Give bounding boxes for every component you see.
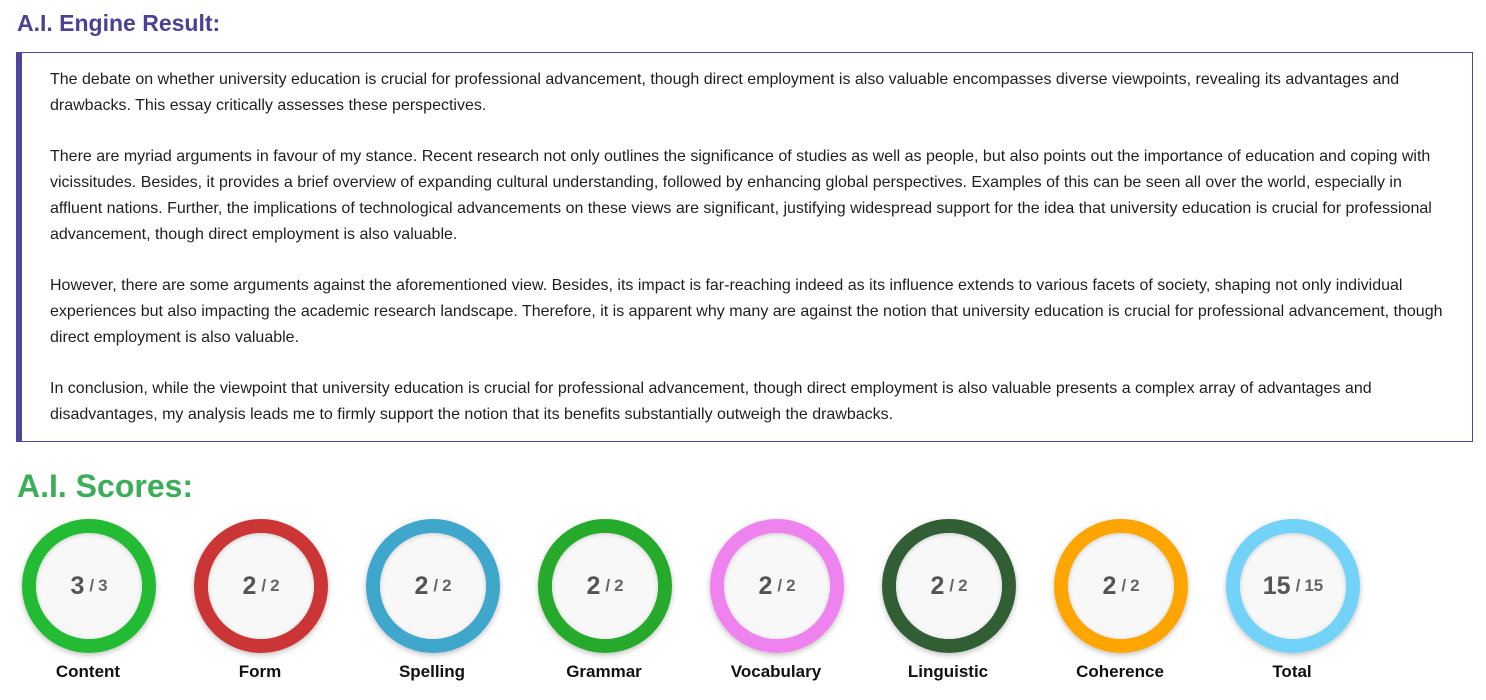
score-max: 2: [786, 576, 796, 595]
score-number: 15: [1262, 571, 1291, 600]
score-ring: 2/2: [710, 519, 844, 653]
score-label: Linguistic: [907, 662, 989, 681]
score-number: 3: [70, 571, 85, 600]
score-separator: /: [433, 576, 439, 595]
score-number: 2: [242, 571, 257, 600]
score-max: 2: [958, 576, 968, 595]
score-grammar: 2/2 Grammar: [535, 519, 673, 700]
scores-title: A.I. Scores:: [17, 468, 194, 504]
score-separator: /: [261, 576, 267, 595]
score-value: 15/15: [1240, 533, 1346, 639]
score-ring: 3/3: [22, 519, 156, 653]
score-ring: 2/2: [538, 519, 672, 653]
score-value: 2/2: [208, 533, 314, 639]
score-label: Grammar: [566, 662, 642, 681]
score-separator: /: [605, 576, 611, 595]
score-value: 2/2: [724, 533, 830, 639]
score-ring: 2/2: [194, 519, 328, 653]
score-value: 2/2: [1068, 533, 1174, 639]
score-label: Vocabulary: [730, 662, 822, 681]
result-title: A.I. Engine Result:: [17, 10, 221, 36]
score-spelling: 2/2 Spelling: [363, 519, 501, 700]
score-max: 2: [614, 576, 624, 595]
score-max: 3: [98, 576, 108, 595]
score-separator: /: [1295, 576, 1301, 595]
score-number: 2: [758, 571, 773, 600]
score-content: 3/3 Content: [19, 519, 157, 700]
score-number: 2: [414, 571, 429, 600]
score-vocabulary: 2/2 Vocabulary: [707, 519, 845, 700]
score-max: 2: [442, 576, 452, 595]
score-max: 2: [1130, 576, 1140, 595]
score-label: Form: [238, 662, 282, 681]
score-ring: 2/2: [882, 519, 1016, 653]
score-number: 2: [586, 571, 601, 600]
result-essay-box: The debate on whether university educati…: [16, 52, 1473, 442]
score-separator: /: [89, 576, 95, 595]
score-separator: /: [1121, 576, 1127, 595]
score-ring: 15/15: [1226, 519, 1360, 653]
essay-paragraph: In conclusion, while the viewpoint that …: [50, 380, 1372, 423]
score-number: 2: [1102, 571, 1117, 600]
score-max: 15: [1304, 576, 1324, 595]
score-separator: /: [949, 576, 955, 595]
score-separator: /: [777, 576, 783, 595]
score-label: Total: [1272, 662, 1312, 681]
score-max: 2: [270, 576, 280, 595]
score-value: 3/3: [36, 533, 142, 639]
score-value: 2/2: [896, 533, 1002, 639]
score-value: 2/2: [552, 533, 658, 639]
score-ring: 2/2: [366, 519, 500, 653]
essay-paragraph: There are myriad arguments in favour of …: [50, 148, 1432, 243]
score-linguistic: 2/2 Linguistic: [879, 519, 1017, 700]
score-coherence: 2/2 Coherence: [1051, 519, 1189, 700]
essay-paragraph: The debate on whether university educati…: [50, 71, 1400, 114]
score-total: 15/15 Total: [1223, 519, 1361, 700]
score-form: 2/2 Form: [191, 519, 329, 700]
essay-paragraph: However, there are some arguments agains…: [50, 277, 1443, 346]
score-value: 2/2: [380, 533, 486, 639]
score-number: 2: [930, 571, 945, 600]
score-label: Coherence: [1076, 662, 1164, 681]
score-label: Spelling: [398, 662, 466, 681]
score-ring: 2/2: [1054, 519, 1188, 653]
score-label: Content: [55, 662, 121, 681]
